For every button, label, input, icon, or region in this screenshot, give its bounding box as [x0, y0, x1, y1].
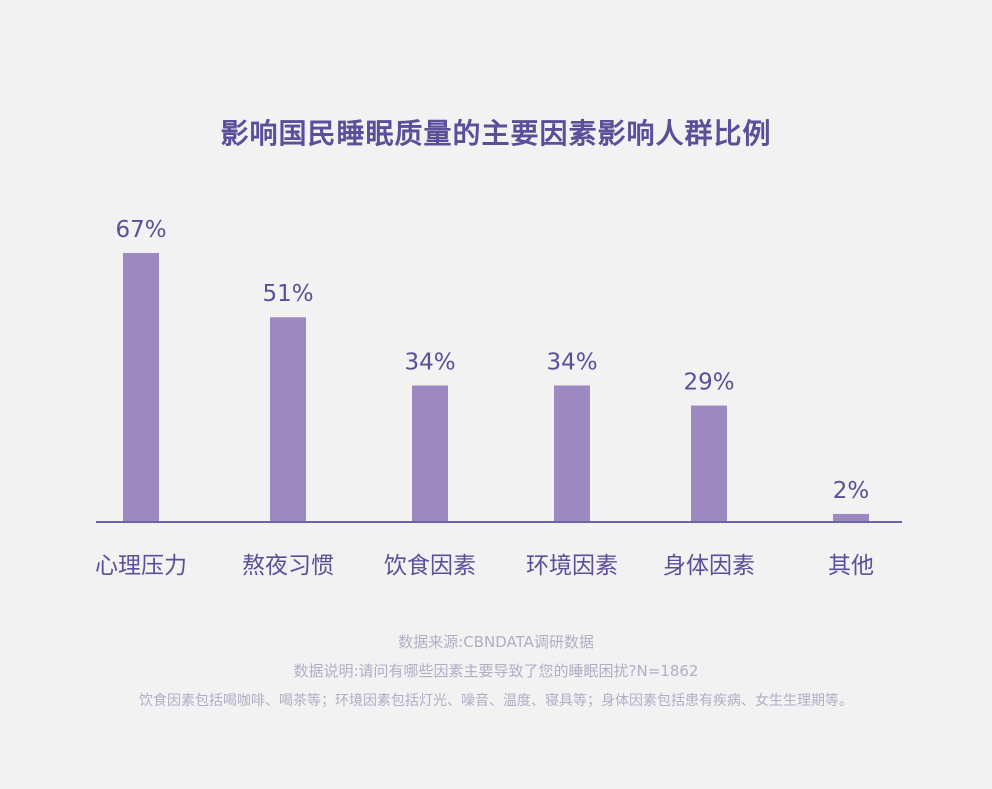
- data-description-note: 数据说明:请问有哪些因素主要导致了您的睡眠困扰?N=1862: [293, 662, 699, 680]
- bar-6: [833, 513, 869, 522]
- data-label-2: 51%: [262, 281, 313, 307]
- data-label-1: 67%: [115, 217, 166, 243]
- data-label-5: 29%: [683, 370, 734, 396]
- category-label-2: 熬夜习惯: [242, 553, 334, 579]
- bar-5: [691, 405, 727, 522]
- bar-4: [554, 385, 590, 522]
- bar-2: [270, 317, 306, 522]
- category-label-5: 身体因素: [663, 553, 755, 579]
- data-label-4: 34%: [546, 349, 597, 375]
- data-label-3: 34%: [404, 349, 455, 375]
- bar-3: [412, 385, 448, 522]
- data-detail-note: 饮食因素包括喝咖啡、喝茶等；环境因素包括灯光、噪音、温度、寝具等；身体因素包括患…: [139, 693, 853, 709]
- category-label-1: 心理压力: [95, 553, 187, 579]
- bar-chart: 67% 心理压力 51% 熬夜习惯 34% 饮食因素 34% 环境因素 29% 身体因素 2% 其他: [95, 217, 902, 579]
- data-source-note: 数据来源:CBNDATA调研数据: [398, 633, 594, 651]
- data-label-6: 2%: [833, 478, 870, 504]
- category-label-3: 饮食因素: [384, 553, 476, 579]
- bar-1: [123, 253, 159, 522]
- chart-title: 影响国民睡眠质量的主要因素影响人群比例: [220, 117, 772, 150]
- category-label-6: 其他: [828, 553, 874, 579]
- category-label-4: 环境因素: [526, 553, 618, 579]
